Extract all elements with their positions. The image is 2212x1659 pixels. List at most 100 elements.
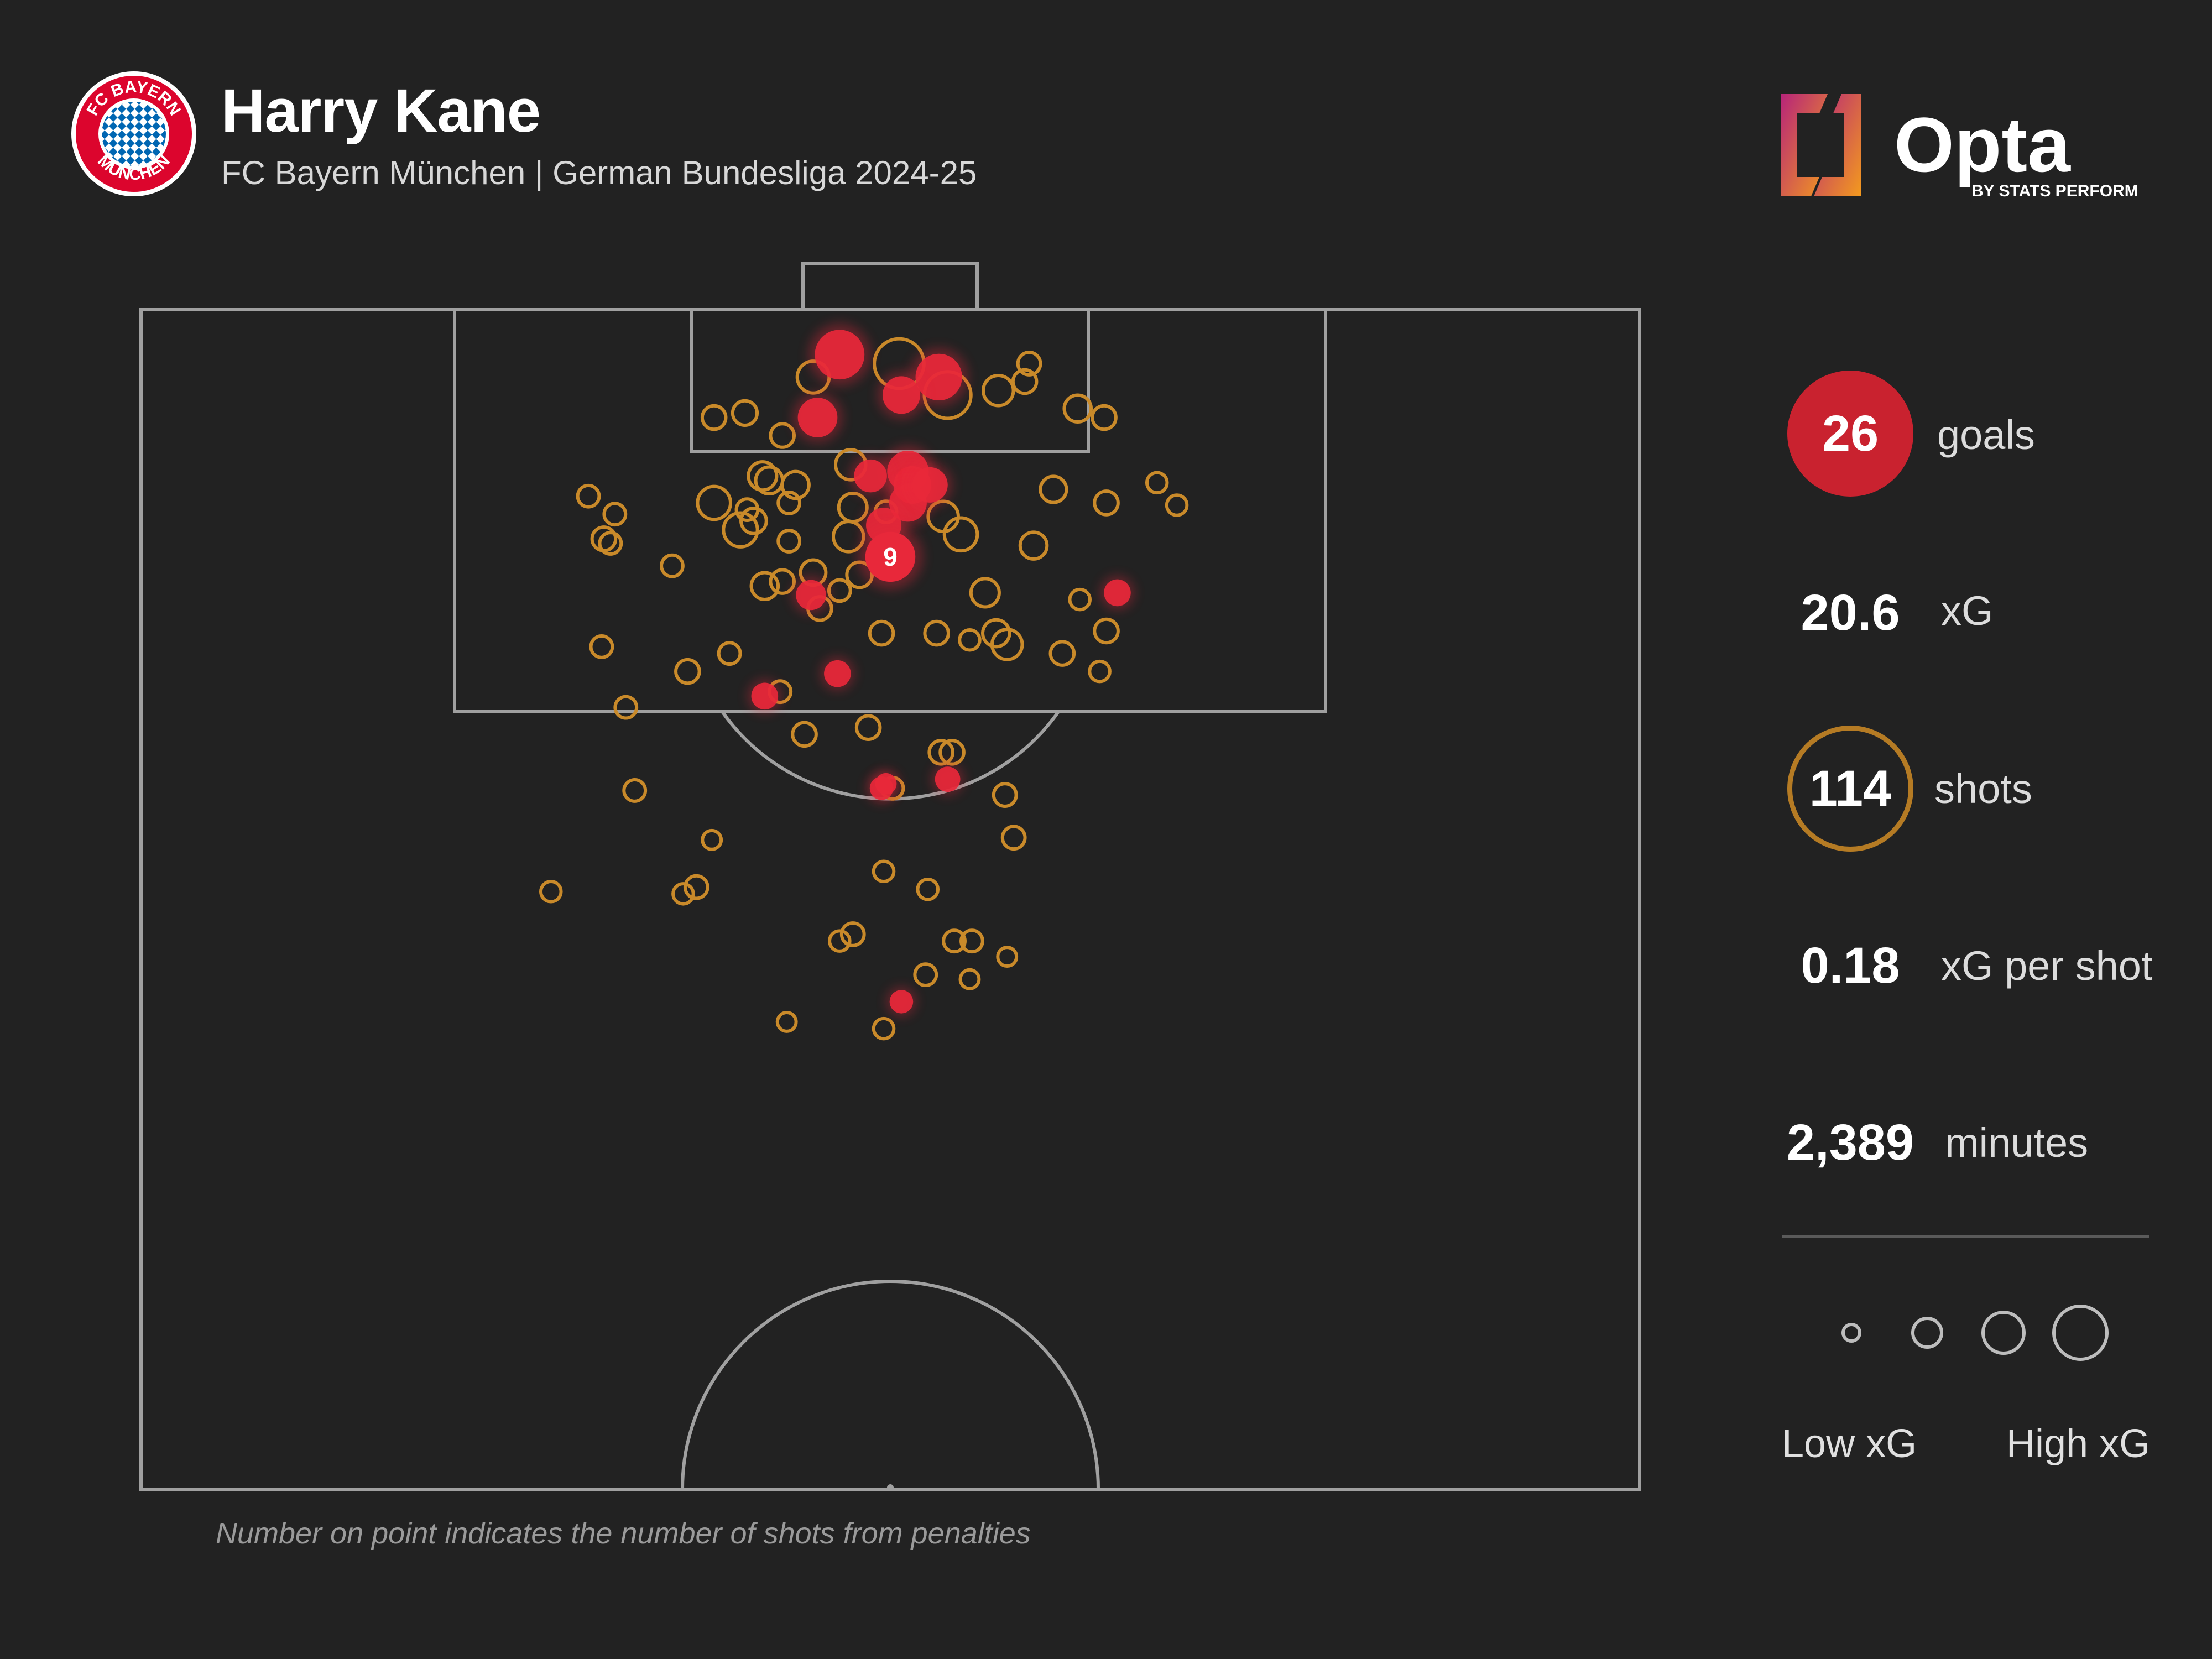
player-name: Harry Kane — [221, 77, 541, 145]
shot-miss — [717, 641, 742, 666]
shot-miss — [832, 520, 865, 554]
shot-miss — [674, 658, 701, 685]
shot-miss — [769, 422, 796, 449]
shot-miss — [942, 516, 979, 553]
legend-high-xg: High xG — [2006, 1422, 2151, 1466]
shot-miss — [776, 491, 802, 515]
xg-label: xG — [1941, 588, 1994, 634]
shot-miss — [1011, 368, 1039, 395]
shot-miss — [671, 882, 695, 906]
shot-miss — [747, 460, 779, 492]
shots-value: 114 — [1809, 760, 1892, 817]
minutes-label: minutes — [1945, 1120, 2089, 1166]
page-subtitle: FC Bayern München | German Bundesliga 20… — [221, 154, 977, 191]
shot-miss — [602, 502, 628, 527]
shot-goal — [792, 576, 830, 614]
goals-value: 26 — [1822, 405, 1879, 462]
shot-miss — [1062, 393, 1093, 424]
shot-miss — [982, 373, 1015, 408]
shot-miss — [701, 828, 723, 851]
shot-miss — [1068, 587, 1092, 612]
shot-miss — [780, 469, 811, 500]
shot-miss — [839, 921, 866, 947]
shot-miss — [734, 497, 760, 522]
shot-miss — [1145, 471, 1169, 495]
centre-circle — [681, 1280, 1100, 1490]
stats-divider — [1782, 1235, 2149, 1238]
shot-miss — [1093, 489, 1120, 517]
shot-miss — [854, 714, 882, 741]
shot-miss — [990, 628, 1024, 661]
shot-miss — [576, 483, 601, 509]
shot-miss — [776, 529, 802, 554]
shot-miss — [981, 618, 1011, 649]
shot-miss — [923, 619, 950, 647]
goals-badge — [1787, 371, 1913, 497]
xg-size-legend — [1841, 1305, 2109, 1361]
shot-goal — [886, 987, 916, 1016]
shot-miss — [731, 399, 759, 427]
shot-miss — [868, 619, 895, 647]
shot-miss — [958, 628, 982, 652]
legend-size-circle — [1911, 1317, 1943, 1349]
penalty-shots-marker: 9 — [858, 524, 923, 589]
shot-goal — [878, 371, 925, 419]
shot-miss — [837, 491, 869, 524]
shot-goal — [872, 770, 900, 797]
goals-label: goals — [1937, 412, 2035, 458]
shot-miss — [942, 928, 967, 954]
shot-miss — [539, 880, 563, 904]
shot-goal — [792, 393, 843, 442]
svg-text:BY STATS PERFORM: BY STATS PERFORM — [1971, 182, 2138, 200]
shot-miss — [749, 571, 780, 602]
shot-miss — [1091, 404, 1118, 431]
shot-miss — [769, 568, 796, 595]
shot-miss — [739, 507, 768, 535]
shot-miss — [622, 778, 648, 803]
shot-goal — [1100, 576, 1134, 610]
shot-goal — [932, 763, 964, 795]
shot-miss — [598, 531, 623, 556]
shot-miss — [1039, 474, 1068, 504]
shot-miss — [916, 877, 940, 901]
shot-miss — [589, 634, 614, 659]
shot-goal — [849, 455, 891, 497]
xg-value: 20.6 — [1801, 585, 1900, 641]
shot-miss — [992, 782, 1018, 808]
shot-miss — [1018, 530, 1049, 561]
shot-goal — [748, 679, 782, 713]
shot-miss — [828, 929, 852, 953]
legend-low-xg: Low xG — [1782, 1422, 1917, 1466]
shot-miss — [872, 1016, 896, 1041]
shots-badge — [1787, 726, 1913, 852]
minutes-value: 2,389 — [1786, 1114, 1914, 1171]
shot-miss — [1000, 825, 1027, 851]
shot-miss — [775, 1010, 798, 1033]
shot-miss — [996, 946, 1019, 968]
shot-miss — [683, 874, 709, 900]
shot-miss — [1016, 351, 1042, 377]
shot-miss — [700, 404, 728, 431]
shot-miss — [872, 859, 896, 883]
shot-miss — [696, 484, 732, 521]
shot-miss — [791, 721, 818, 748]
shot-miss — [1048, 640, 1076, 667]
legend-size-circle — [1841, 1323, 1861, 1343]
shot-miss — [938, 739, 966, 766]
shot-miss — [958, 968, 981, 990]
goal — [801, 262, 979, 311]
shot-miss — [1165, 493, 1189, 517]
shot-miss — [1093, 617, 1120, 645]
centre-spot — [887, 1484, 894, 1491]
shot-miss — [722, 511, 759, 549]
shot-miss — [913, 962, 938, 988]
svg-text:Opta: Opta — [1894, 101, 2071, 188]
shot-miss — [969, 577, 1001, 609]
shot-miss — [827, 578, 852, 603]
shot-miss — [660, 553, 685, 578]
shot-goal — [907, 462, 952, 507]
shot-miss — [1088, 659, 1112, 684]
opta-logo-icon: Opta BY STATS PERFORM — [1781, 94, 2138, 200]
xg-per-shot-label: xG per shot — [1941, 943, 2153, 989]
